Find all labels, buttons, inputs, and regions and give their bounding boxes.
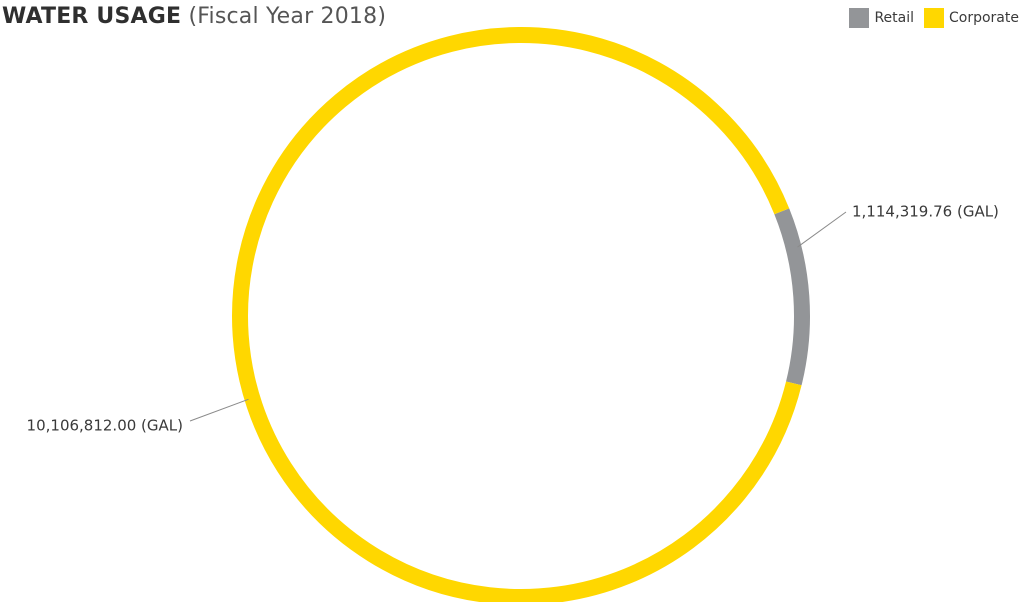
legend: Retail Corporate	[839, 8, 1019, 28]
data-label-retail: 1,114,319.76 (GAL)	[852, 203, 999, 221]
leader-line-corporate	[189, 398, 249, 422]
legend-swatch-retail	[849, 8, 870, 28]
legend-item-corporate: Corporate	[924, 8, 1019, 28]
leader-line-retail	[797, 211, 847, 248]
slice-retail	[774, 208, 810, 386]
slice-corporate	[232, 27, 802, 602]
legend-swatch-corporate	[924, 8, 944, 28]
legend-label-corporate: Corporate	[949, 10, 1019, 26]
legend-label-retail: Retail	[874, 10, 914, 26]
legend-item-retail: Retail	[849, 8, 914, 28]
chart-title: WATER USAGE	[2, 4, 182, 29]
chart-subtitle: (Fiscal Year 2018)	[188, 4, 387, 29]
chart-title-block: WATER USAGE (Fiscal Year 2018)	[2, 4, 386, 29]
data-label-corporate: 10,106,812.00 (GAL)	[27, 417, 183, 435]
